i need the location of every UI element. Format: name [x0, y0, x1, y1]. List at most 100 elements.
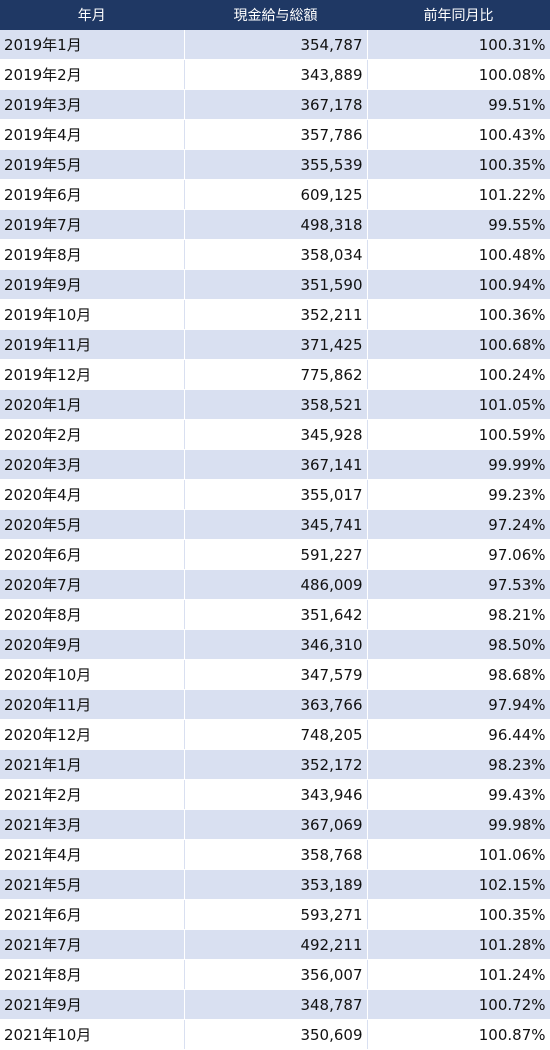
cell-total-cash-wages: 371,425: [184, 329, 368, 360]
cell-year-month: 2021年4月: [0, 839, 185, 870]
cell-year-over-year: 100.59%: [367, 419, 550, 450]
cell-total-cash-wages: 343,889: [184, 59, 368, 90]
table-row: 2021年6月 593,271 100.35%: [0, 899, 550, 930]
cell-year-month: 2021年9月: [0, 989, 185, 1020]
table-row: 2020年11月 363,766 97.94%: [0, 689, 550, 720]
header-total-cash-wages: 現金給与総額: [184, 0, 368, 30]
cell-total-cash-wages: 358,034: [184, 239, 368, 270]
cell-year-month: 2020年2月: [0, 419, 185, 450]
cell-year-over-year: 100.48%: [367, 239, 550, 270]
cell-year-over-year: 100.94%: [367, 269, 550, 300]
table-row: 2021年3月 367,069 99.98%: [0, 809, 550, 840]
cell-year-over-year: 101.05%: [367, 389, 550, 420]
cell-year-over-year: 101.28%: [367, 929, 550, 960]
cell-total-cash-wages: 358,521: [184, 389, 368, 420]
cell-year-over-year: 101.24%: [367, 959, 550, 990]
table-row: 2021年9月 348,787 100.72%: [0, 989, 550, 1020]
cell-total-cash-wages: 348,787: [184, 989, 368, 1020]
cell-total-cash-wages: 346,310: [184, 629, 368, 660]
table-row: 2020年3月 367,141 99.99%: [0, 449, 550, 480]
table-row: 2021年10月 350,609 100.87%: [0, 1019, 550, 1050]
cell-year-over-year: 97.94%: [367, 689, 550, 720]
table-row: 2019年7月 498,318 99.55%: [0, 209, 550, 240]
cell-year-month: 2021年3月: [0, 809, 185, 840]
table-row: 2021年8月 356,007 101.24%: [0, 959, 550, 990]
header-row: 年月 現金給与総額 前年同月比: [0, 0, 550, 30]
table-row: 2019年6月 609,125 101.22%: [0, 179, 550, 210]
cell-year-month: 2021年1月: [0, 749, 185, 780]
cell-year-over-year: 97.06%: [367, 539, 550, 570]
table-row: 2019年1月 354,787 100.31%: [0, 30, 550, 60]
cell-year-over-year: 99.98%: [367, 809, 550, 840]
table-row: 2021年5月 353,189 102.15%: [0, 869, 550, 900]
cell-year-over-year: 100.87%: [367, 1019, 550, 1050]
cell-year-over-year: 98.21%: [367, 599, 550, 630]
cell-year-over-year: 99.99%: [367, 449, 550, 480]
cell-year-over-year: 100.35%: [367, 899, 550, 930]
cell-total-cash-wages: 343,946: [184, 779, 368, 810]
cell-total-cash-wages: 355,539: [184, 149, 368, 180]
cell-year-month: 2019年2月: [0, 59, 185, 90]
header-year-over-year: 前年同月比: [367, 0, 550, 30]
table-row: 2019年11月 371,425 100.68%: [0, 329, 550, 360]
cell-total-cash-wages: 351,590: [184, 269, 368, 300]
table-row: 2019年4月 357,786 100.43%: [0, 119, 550, 150]
cell-year-month: 2020年11月: [0, 689, 185, 720]
cell-year-month: 2020年1月: [0, 389, 185, 420]
cell-year-month: 2020年3月: [0, 449, 185, 480]
cell-year-month: 2021年6月: [0, 899, 185, 930]
cell-year-month: 2021年8月: [0, 959, 185, 990]
table-row: 2019年8月 358,034 100.48%: [0, 239, 550, 270]
cell-year-month: 2019年10月: [0, 299, 185, 330]
cell-year-month: 2021年10月: [0, 1019, 185, 1050]
table-row: 2020年5月 345,741 97.24%: [0, 509, 550, 540]
cell-total-cash-wages: 345,928: [184, 419, 368, 450]
cell-total-cash-wages: 609,125: [184, 179, 368, 210]
cell-year-over-year: 98.68%: [367, 659, 550, 690]
header-year-month: 年月: [0, 0, 185, 30]
cell-year-month: 2019年3月: [0, 89, 185, 120]
cell-year-over-year: 99.43%: [367, 779, 550, 810]
cell-year-over-year: 99.23%: [367, 479, 550, 510]
cell-year-month: 2019年12月: [0, 359, 185, 390]
cell-year-month: 2020年5月: [0, 509, 185, 540]
table-row: 2019年9月 351,590 100.94%: [0, 269, 550, 300]
cell-total-cash-wages: 347,579: [184, 659, 368, 690]
cell-year-over-year: 99.51%: [367, 89, 550, 120]
cell-year-month: 2019年11月: [0, 329, 185, 360]
cell-year-month: 2019年7月: [0, 209, 185, 240]
cell-total-cash-wages: 591,227: [184, 539, 368, 570]
cell-total-cash-wages: 345,741: [184, 509, 368, 540]
cell-year-over-year: 97.24%: [367, 509, 550, 540]
cell-year-month: 2019年4月: [0, 119, 185, 150]
cell-total-cash-wages: 358,768: [184, 839, 368, 870]
cell-total-cash-wages: 367,141: [184, 449, 368, 480]
cell-year-month: 2020年9月: [0, 629, 185, 660]
cell-year-month: 2020年8月: [0, 599, 185, 630]
cell-total-cash-wages: 775,862: [184, 359, 368, 390]
cell-year-over-year: 99.55%: [367, 209, 550, 240]
cell-year-over-year: 102.15%: [367, 869, 550, 900]
cell-total-cash-wages: 352,211: [184, 299, 368, 330]
cell-year-over-year: 96.44%: [367, 719, 550, 750]
table-row: 2020年4月 355,017 99.23%: [0, 479, 550, 510]
table-row: 2020年9月 346,310 98.50%: [0, 629, 550, 660]
cell-total-cash-wages: 492,211: [184, 929, 368, 960]
cell-total-cash-wages: 350,609: [184, 1019, 368, 1050]
cell-year-over-year: 100.43%: [367, 119, 550, 150]
cell-total-cash-wages: 748,205: [184, 719, 368, 750]
cell-year-month: 2019年6月: [0, 179, 185, 210]
cell-total-cash-wages: 351,642: [184, 599, 368, 630]
table-row: 2019年12月 775,862 100.24%: [0, 359, 550, 390]
cell-total-cash-wages: 367,069: [184, 809, 368, 840]
cell-year-month: 2021年2月: [0, 779, 185, 810]
table-row: 2019年5月 355,539 100.35%: [0, 149, 550, 180]
cell-year-month: 2020年10月: [0, 659, 185, 690]
table-row: 2019年3月 367,178 99.51%: [0, 89, 550, 120]
table-body: 2019年1月 354,787 100.31% 2019年2月 343,889 100.0…: [0, 30, 550, 1050]
cell-year-month: 2019年8月: [0, 239, 185, 270]
cell-year-month: 2019年5月: [0, 149, 185, 180]
table-row: 2020年10月 347,579 98.68%: [0, 659, 550, 690]
table-row: 2020年12月 748,205 96.44%: [0, 719, 550, 750]
